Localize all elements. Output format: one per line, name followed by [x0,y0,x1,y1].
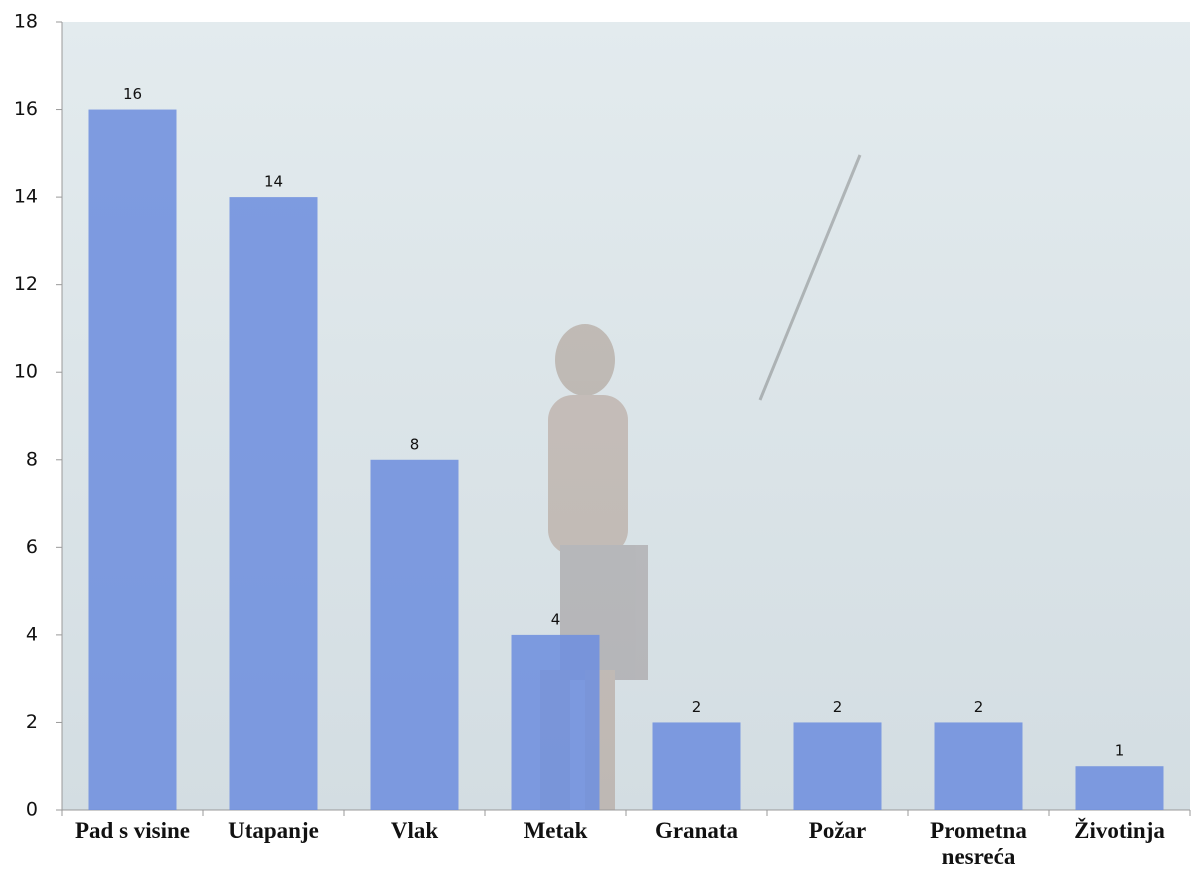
x-tick-label: Pad s visine [74,818,191,843]
value-label: 2 [692,698,702,716]
y-tick-label: 0 [26,799,38,821]
y-tick-label: 14 [14,186,38,208]
value-label: 8 [410,435,420,453]
y-tick-label: 16 [14,98,38,120]
x-tick-label: Granata [654,818,739,843]
value-label: 14 [264,173,283,191]
x-tick-label: Vlak [390,818,439,843]
value-label: 2 [974,698,984,716]
bar [370,459,459,810]
y-tick-label: 2 [26,711,38,733]
x-tick-label: Metak [523,818,588,843]
x-tick-label: Požar [808,818,867,843]
bar [652,722,741,810]
bar [229,197,318,811]
bar [511,634,600,810]
bar [88,109,177,811]
x-tick-label: Utapanje [228,818,319,843]
bar [934,722,1023,810]
y-tick-label: 12 [14,273,38,295]
value-label: 2 [833,698,843,716]
bar [1075,766,1164,810]
y-tick-label: 8 [26,448,38,470]
y-tick-label: 6 [26,536,38,558]
x-tick-label: Životinja [1074,818,1165,843]
x-tick-label: Prometna nesreća [930,818,1027,869]
value-label: 1 [1115,742,1125,760]
value-label: 4 [551,610,561,628]
y-tick-label: 4 [26,623,38,645]
y-tick-label: 10 [14,361,38,383]
value-label: 16 [123,85,142,103]
bar [793,722,882,810]
y-tick-label: 18 [14,11,38,33]
